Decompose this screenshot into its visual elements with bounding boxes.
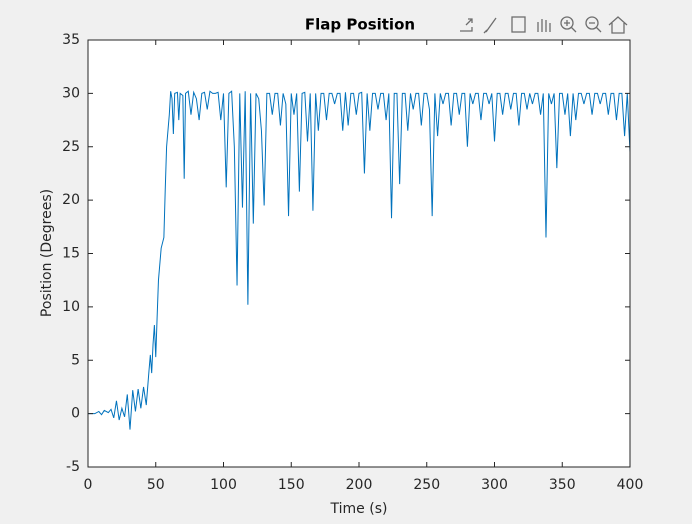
y-tick-label: -5 — [66, 459, 80, 475]
x-tick-label: 50 — [147, 477, 165, 493]
y-axis-label: Position (Degrees) — [39, 189, 55, 317]
y-tick-label: 25 — [62, 139, 80, 155]
pan-icon[interactable] — [537, 19, 551, 32]
brush-icon[interactable] — [483, 17, 497, 34]
x-tick-label: 0 — [84, 477, 93, 493]
zoom-out-icon[interactable] — [585, 16, 599, 30]
toolbar[interactable] — [460, 16, 628, 34]
zoom-in-handle[interactable] — [564, 20, 577, 33]
x-tick-label: 250 — [413, 477, 440, 493]
y-tick-label: 10 — [62, 299, 80, 315]
zoom-out-handle[interactable] — [589, 22, 602, 33]
y-tick-label: 15 — [62, 246, 80, 262]
data-line — [88, 90, 630, 430]
x-tick-label: 200 — [346, 477, 373, 493]
y-tick-label: 20 — [62, 192, 80, 208]
y-tick-label: 0 — [71, 406, 80, 422]
x-axis-label: Time (s) — [330, 501, 388, 517]
x-tick-label: 400 — [617, 477, 644, 493]
export-icon[interactable] — [460, 18, 473, 32]
x-tick-label: 100 — [210, 477, 237, 493]
y-tick-label: 5 — [71, 352, 80, 368]
home-icon[interactable] — [608, 16, 628, 34]
y-tick-label: 30 — [62, 85, 80, 101]
x-tick-label: 350 — [549, 477, 576, 493]
x-tick-label: 150 — [278, 477, 305, 493]
x-tick-label: 300 — [481, 477, 508, 493]
datatip-icon[interactable] — [511, 16, 526, 33]
y-tick-label: 35 — [62, 32, 80, 48]
chart-title: Flap Position — [305, 16, 415, 34]
zoom-in-icon[interactable] — [560, 16, 574, 30]
